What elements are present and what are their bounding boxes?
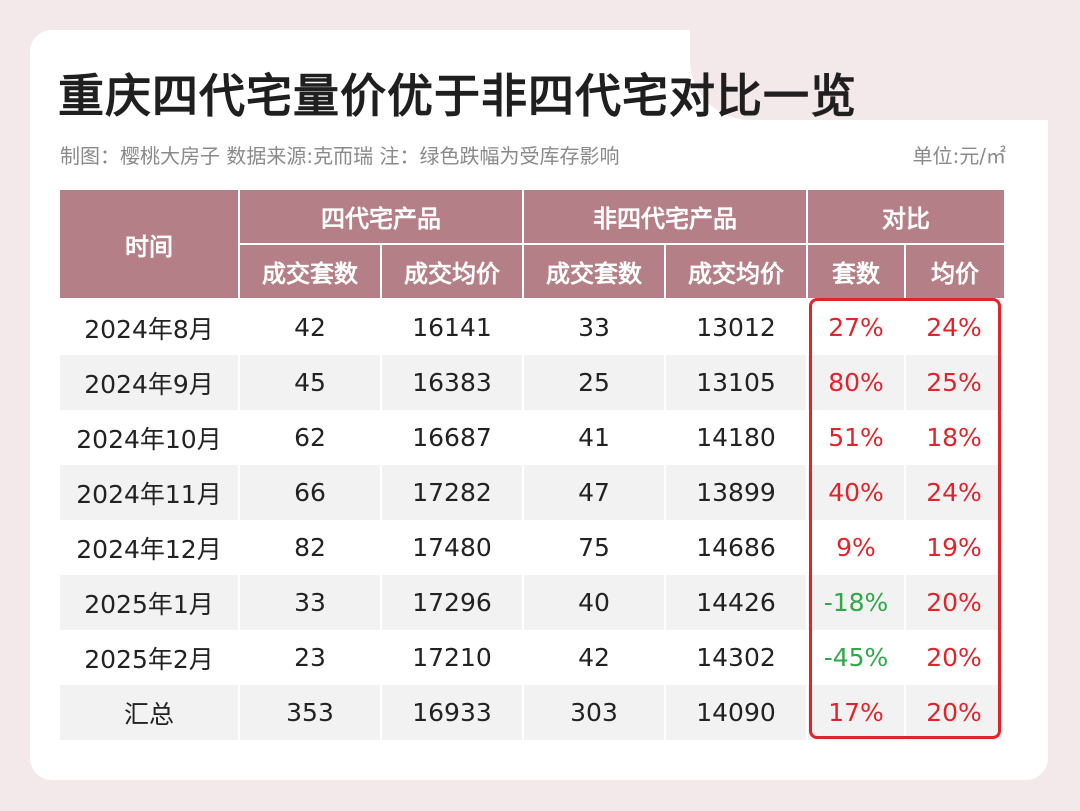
cell-four-gen-price: 17296 <box>382 575 524 630</box>
cell-compare-count: 27% <box>808 300 906 355</box>
cell-four-gen-price: 17282 <box>382 465 524 520</box>
cell-non-four-gen-count: 33 <box>524 300 666 355</box>
table-row: 2025年1月 33 17296 40 14426 -18% 20% <box>60 575 1004 630</box>
table-row: 2024年10月 62 16687 41 14180 51% 18% <box>60 410 1004 465</box>
header-group-four-gen: 四代宅产品 <box>240 190 524 245</box>
cell-time: 2025年1月 <box>60 575 240 630</box>
cell-compare-count: 51% <box>808 410 906 465</box>
header-four-gen-count: 成交套数 <box>240 245 382 300</box>
card-notch <box>690 30 1050 120</box>
header-group-compare: 对比 <box>808 190 1004 245</box>
cell-four-gen-count: 62 <box>240 410 382 465</box>
cell-compare-count: 17% <box>808 685 906 740</box>
cell-non-four-gen-count: 40 <box>524 575 666 630</box>
cell-time: 汇总 <box>60 685 240 740</box>
subtitle-note: 制图：樱桃大房子 数据来源:克而瑞 注：绿色跌幅为受库存影响 <box>60 144 620 168</box>
cell-compare-count: -45% <box>808 630 906 685</box>
cell-compare-count: 80% <box>808 355 906 410</box>
cell-compare-count: 9% <box>808 520 906 575</box>
cell-non-four-gen-price: 13105 <box>666 355 808 410</box>
cell-four-gen-count: 82 <box>240 520 382 575</box>
cell-compare-price: 19% <box>906 520 1004 575</box>
table-row: 2024年8月 42 16141 33 13012 27% 24% <box>60 300 1004 355</box>
cell-non-four-gen-price: 14686 <box>666 520 808 575</box>
cell-compare-count: 40% <box>808 465 906 520</box>
header-compare-count: 套数 <box>808 245 906 300</box>
table-row: 2025年2月 23 17210 42 14302 -45% 20% <box>60 630 1004 685</box>
cell-four-gen-price: 17480 <box>382 520 524 575</box>
cell-four-gen-price: 16687 <box>382 410 524 465</box>
page-title: 重庆四代宅量价优于非四代宅对比一览 <box>58 69 857 123</box>
cell-time: 2024年8月 <box>60 300 240 355</box>
cell-non-four-gen-count: 47 <box>524 465 666 520</box>
cell-four-gen-count: 42 <box>240 300 382 355</box>
unit-label: 单位:元/㎡ <box>912 144 1006 168</box>
cell-non-four-gen-count: 25 <box>524 355 666 410</box>
header-compare-price: 均价 <box>906 245 1004 300</box>
cell-time: 2024年11月 <box>60 465 240 520</box>
cell-four-gen-count: 66 <box>240 465 382 520</box>
table-row: 汇总 353 16933 303 14090 17% 20% <box>60 685 1004 740</box>
cell-compare-price: 18% <box>906 410 1004 465</box>
header-group-non-four-gen: 非四代宅产品 <box>524 190 808 245</box>
cell-time: 2024年10月 <box>60 410 240 465</box>
cell-four-gen-count: 23 <box>240 630 382 685</box>
cell-time: 2024年9月 <box>60 355 240 410</box>
cell-non-four-gen-count: 303 <box>524 685 666 740</box>
table-body: 2024年8月 42 16141 33 13012 27% 24% 2024年9月 45 1638… <box>60 300 1004 740</box>
cell-non-four-gen-count: 41 <box>524 410 666 465</box>
cell-compare-price: 20% <box>906 685 1004 740</box>
header-time: 时间 <box>60 190 240 300</box>
cell-four-gen-price: 16933 <box>382 685 524 740</box>
cell-non-four-gen-count: 42 <box>524 630 666 685</box>
table-row: 2024年11月 66 17282 47 13899 40% 24% <box>60 465 1004 520</box>
cell-non-four-gen-price: 14180 <box>666 410 808 465</box>
cell-compare-price: 25% <box>906 355 1004 410</box>
cell-four-gen-count: 353 <box>240 685 382 740</box>
cell-compare-price: 20% <box>906 630 1004 685</box>
header-non-four-gen-price: 成交均价 <box>666 245 808 300</box>
cell-time: 2024年12月 <box>60 520 240 575</box>
cell-compare-price: 20% <box>906 575 1004 630</box>
cell-compare-count: -18% <box>808 575 906 630</box>
cell-non-four-gen-price: 14426 <box>666 575 808 630</box>
cell-non-four-gen-price: 14302 <box>666 630 808 685</box>
cell-four-gen-count: 45 <box>240 355 382 410</box>
cell-non-four-gen-price: 14090 <box>666 685 808 740</box>
cell-four-gen-price: 17210 <box>382 630 524 685</box>
cell-non-four-gen-count: 75 <box>524 520 666 575</box>
cell-four-gen-count: 33 <box>240 575 382 630</box>
cell-compare-price: 24% <box>906 465 1004 520</box>
table-row: 2024年12月 82 17480 75 14686 9% 19% <box>60 520 1004 575</box>
table-row: 2024年9月 45 16383 25 13105 80% 25% <box>60 355 1004 410</box>
cell-compare-price: 24% <box>906 300 1004 355</box>
cell-time: 2025年2月 <box>60 630 240 685</box>
cell-four-gen-price: 16141 <box>382 300 524 355</box>
header-non-four-gen-count: 成交套数 <box>524 245 666 300</box>
header-four-gen-price: 成交均价 <box>382 245 524 300</box>
cell-non-four-gen-price: 13012 <box>666 300 808 355</box>
cell-non-four-gen-price: 13899 <box>666 465 808 520</box>
comparison-table: 时间 四代宅产品 非四代宅产品 对比 成交套数 成交均价 成交套数 成交均价 套… <box>60 190 1004 740</box>
cell-four-gen-price: 16383 <box>382 355 524 410</box>
